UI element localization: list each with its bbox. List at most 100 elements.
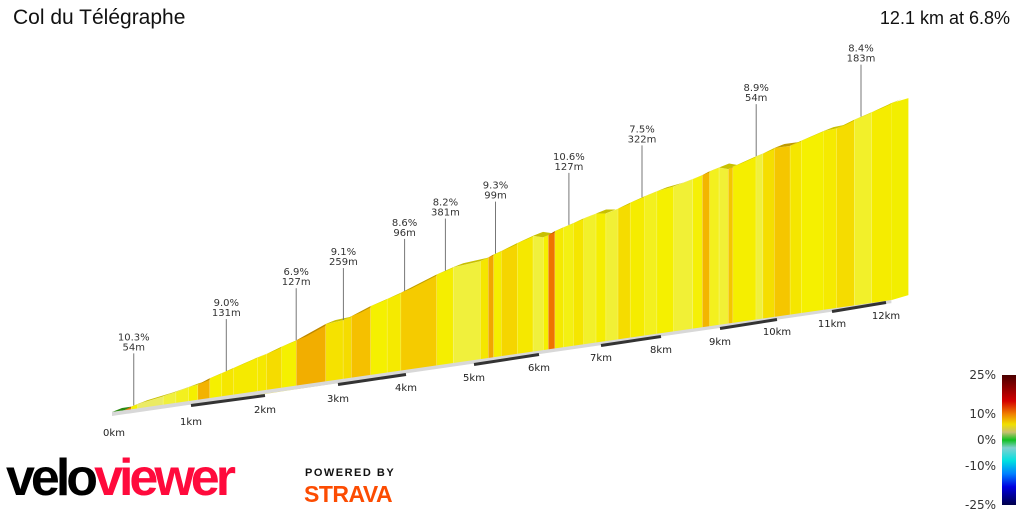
gradient-legend: 25% 10% 0% -10% -25% — [965, 368, 1016, 512]
segment-top-surface — [656, 182, 684, 192]
segment-top-surface — [137, 392, 174, 405]
gradient-segment — [755, 153, 764, 322]
gradient-segment — [617, 202, 631, 342]
gradient-segment — [281, 339, 297, 392]
segment-top-surface — [719, 163, 739, 170]
annotation-length: 131m — [212, 308, 241, 319]
x-tick-label: 10km — [763, 327, 791, 338]
segment-top-surface — [673, 175, 703, 187]
legend-label: 0% — [977, 433, 996, 447]
segment-top-surface — [112, 406, 135, 412]
gradient-segment — [480, 257, 489, 363]
profile-surface — [111, 98, 909, 413]
annotation-length: 54m — [123, 342, 145, 353]
x-tick-label: 6km — [528, 363, 550, 374]
annotation-gradient: 6.9% — [283, 267, 308, 278]
annotation-length: 322m — [628, 134, 657, 145]
segment-top-surface — [163, 387, 186, 397]
x-tick-label: 1km — [180, 417, 202, 428]
annotation-gradient: 10.3% — [118, 332, 150, 343]
gradient-segment — [488, 254, 494, 362]
climb-title: Col du Télégraphe — [13, 6, 186, 29]
gradient-segment — [573, 218, 584, 349]
gradient-segment — [732, 155, 757, 326]
gradient-segment — [836, 119, 855, 310]
gradient-segment — [718, 167, 729, 328]
annotation-gradient: 8.2% — [433, 198, 458, 209]
gradient-segment — [517, 235, 534, 357]
annotation-gradient: 9.0% — [214, 298, 239, 309]
gradient-segment — [493, 250, 502, 361]
km-interval-marker — [719, 318, 778, 330]
segment-top-surface — [325, 316, 354, 324]
gradient-segment — [257, 353, 267, 396]
gradient-segment — [692, 174, 703, 331]
gradient-segment — [400, 274, 437, 375]
gradient-segment — [543, 234, 549, 353]
segment-top-surface — [400, 270, 447, 293]
gradient-segment — [605, 208, 619, 344]
x-tick-label: 9km — [709, 337, 731, 348]
legend-label: 10% — [969, 407, 996, 421]
gradient-segment — [774, 145, 791, 319]
km-interval-marker — [190, 394, 266, 407]
annotation-length: 259m — [329, 257, 358, 268]
km-interval-marker — [337, 373, 407, 386]
annotation-gradient: 8.4% — [848, 44, 873, 55]
profile-end-face — [891, 98, 909, 301]
logo-velo: velo — [6, 449, 98, 507]
annotations: 10.3%54m9.0%131m6.9%127m9.1%259m8.6%96m8… — [118, 44, 876, 406]
annotation-length: 183m — [847, 54, 876, 65]
annotation-length: 99m — [484, 191, 506, 202]
x-tick-label: 8km — [650, 345, 672, 356]
x-tick-label: 7km — [590, 353, 612, 364]
gradient-segment — [554, 226, 564, 351]
gradient-segment — [501, 242, 518, 360]
gradient-segment — [342, 315, 352, 383]
gradient-segment — [644, 190, 658, 338]
gradient-segment — [789, 140, 802, 317]
segment-top-surface — [596, 209, 616, 214]
logo-viewer: viewer — [94, 449, 236, 507]
annotation-length: 96m — [393, 228, 415, 239]
annotation-gradient: 7.5% — [629, 124, 654, 135]
gradient-segment — [629, 195, 646, 340]
x-tick-labels: 0km 1km 2km 3km 4km 5km 6km 7km 8km 9km 10km 11km 12… — [103, 311, 900, 439]
gradient-segment — [583, 213, 597, 347]
gradient-segment — [673, 178, 694, 334]
gradient-segment — [370, 298, 388, 379]
segment-top-surface — [533, 231, 554, 238]
annotation-gradient: 8.9% — [743, 83, 768, 94]
annotation-length: 381m — [431, 208, 460, 219]
x-tick-label: 4km — [395, 383, 417, 394]
legend-label: 25% — [969, 368, 996, 382]
gradient-segment — [823, 128, 838, 312]
gradient-segment — [595, 213, 607, 346]
gradient-segment — [296, 323, 327, 390]
gradient-segment — [854, 111, 872, 307]
gradient-segment — [386, 292, 402, 377]
gradient-segment — [800, 130, 824, 315]
x-tick-label: 5km — [463, 373, 485, 384]
annotation-length: 127m — [554, 162, 583, 173]
annotation-length: 54m — [745, 93, 767, 104]
veloviewer-logo: veloviewer — [6, 449, 236, 507]
x-tick-label: 3km — [327, 394, 349, 405]
gradient-segment — [563, 222, 574, 350]
segment-top-surface — [175, 383, 199, 392]
km-interval-marker — [831, 301, 887, 313]
segment-top-surface — [823, 124, 847, 132]
legend-color-bar — [1002, 375, 1016, 505]
annotation-gradient: 9.3% — [483, 181, 508, 192]
annotation-length: 127m — [282, 277, 311, 288]
gradient-segment — [266, 346, 282, 395]
x-tick-label: 11km — [818, 319, 846, 330]
km-interval-marker — [473, 353, 540, 366]
km-interval-marker — [600, 335, 662, 347]
gradient-segment — [656, 186, 674, 336]
segment-top-surface — [131, 400, 148, 407]
segment-top-surface — [774, 141, 801, 148]
gradient-segment — [452, 260, 481, 367]
gradient-segment — [702, 170, 710, 330]
